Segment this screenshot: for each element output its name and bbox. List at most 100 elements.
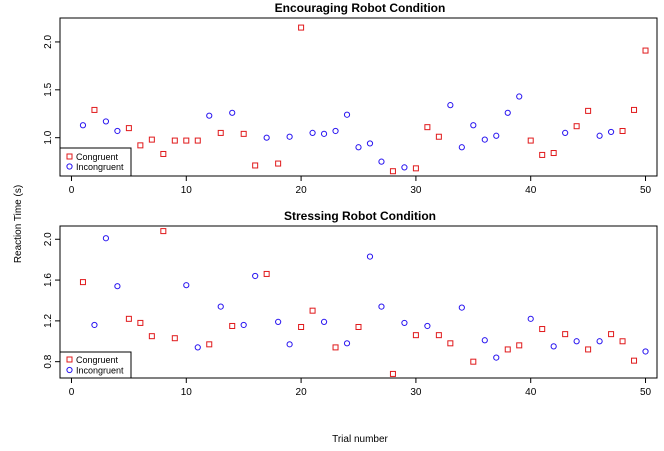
stressing-y-tick-label: 0.8 (43, 354, 54, 368)
encouraging-congruent-point (125, 125, 132, 132)
stressing-congruent-point (171, 335, 178, 342)
stressing-x-tick-label: 20 (296, 387, 308, 398)
encouraging-congruent-point (171, 137, 178, 144)
stressing-x-tick-label: 0 (69, 387, 75, 398)
encouraging-x-tick-label: 0 (69, 185, 75, 196)
encouraging-congruent-point (527, 137, 534, 144)
x-axis-label: Trial number (332, 434, 388, 445)
stressing-incongruent-point (527, 315, 534, 322)
encouraging-congruent-point (585, 107, 592, 114)
stressing-incongruent-point (596, 338, 603, 345)
encouraging-incongruent-point (378, 158, 385, 165)
stressing-legend-incongruent-marker (66, 366, 73, 374)
encouraging-incongruent-point (320, 130, 328, 137)
encouraging-congruent-point (240, 130, 247, 137)
stressing-incongruent-point (481, 337, 488, 344)
encouraging-congruent-point (424, 124, 431, 131)
encouraging-panel: Encouraging Robot Condition 0 10 20 30 40 50 … (43, 1, 658, 196)
encouraging-x-tick-label: 30 (410, 185, 422, 196)
stressing-incongruent-point (286, 341, 293, 348)
encouraging-legend-incongruent-label: Incongruent (76, 162, 124, 172)
encouraging-incongruent-point (596, 132, 603, 139)
stressing-y-tick-label: 1.6 (43, 273, 54, 287)
encouraging-incongruent-point (493, 132, 500, 139)
stressing-congruent-point (332, 344, 339, 351)
stressing-congruent-point (470, 358, 477, 365)
encouraging-incongruent-point (309, 129, 316, 137)
stressing-y-tick-label: 1.2 (43, 313, 54, 327)
stressing-congruent-point (619, 338, 626, 345)
encouraging-incongruent-point (481, 136, 488, 143)
stressing-incongruent-point (91, 321, 98, 329)
stressing-congruent-point (298, 323, 305, 330)
stressing-x-axis: 0 10 20 30 40 50 (69, 378, 652, 398)
stressing-incongruent-point (194, 344, 201, 351)
stressing-panel: Stressing Robot Condition 0 10 20 30 40 50 0.… (43, 209, 658, 398)
encouraging-incongruent-point (332, 127, 339, 135)
encouraging-congruent-point (217, 129, 224, 136)
encouraging-incongruent-point (114, 127, 121, 135)
stressing-congruent-point (516, 342, 523, 349)
encouraging-congruent-point (435, 133, 442, 140)
encouraging-congruent-point (573, 123, 580, 130)
encouraging-incongruent-point (516, 93, 523, 100)
encouraging-x-axis: 0 10 20 30 40 50 (69, 176, 652, 196)
stressing-congruent-point (160, 228, 167, 235)
encouraging-incongruent-point (343, 111, 351, 118)
encouraging-congruent-point (137, 142, 144, 149)
stressing-x-tick-label: 40 (525, 387, 537, 398)
encouraging-panel-title: Encouraging Robot Condition (275, 1, 446, 15)
encouraging-congruent-point (389, 168, 396, 175)
encouraging-congruent-point (619, 127, 626, 134)
stressing-legend: Congruent Incongruent (59, 351, 132, 379)
encouraging-y-tick-label: 2.0 (43, 35, 54, 49)
encouraging-incongruent-point (562, 129, 569, 137)
encouraging-incongruent-point (286, 133, 293, 140)
stressing-congruent-point (562, 331, 569, 338)
stressing-congruent-point (309, 307, 316, 314)
encouraging-incongruent-point (447, 102, 454, 109)
stressing-x-tick-label: 30 (410, 387, 422, 398)
encouraging-legend-congruent-marker (66, 153, 73, 160)
encouraging-legend: Congruent Incongruent (59, 147, 132, 177)
encouraging-congruent-point (539, 151, 546, 158)
encouraging-legend-incongruent-marker (66, 163, 73, 170)
stressing-congruent-point (137, 319, 144, 326)
stressing-congruent-point (125, 315, 132, 322)
encouraging-incongruent-point (607, 128, 615, 136)
stressing-incongruent-point (642, 348, 649, 355)
encouraging-congruent-point (194, 137, 201, 144)
stressing-incongruent-point (217, 303, 224, 310)
stressing-incongruent-point (424, 322, 431, 330)
stressing-incongruent-point (378, 303, 385, 310)
encouraging-incongruent-point (229, 109, 236, 116)
stressing-congruent-point (435, 332, 442, 339)
encouraging-congruent-point (183, 137, 190, 144)
stressing-y-axis: 0.8 1.2 1.6 2.0 (43, 232, 60, 369)
encouraging-y-tick-label: 1.0 (43, 130, 54, 144)
stressing-incongruent-point (275, 318, 282, 325)
encouraging-incongruent-point (263, 134, 270, 141)
encouraging-congruent-point (91, 106, 98, 113)
encouraging-incongruent-point (470, 122, 477, 129)
stressing-plot-frame (59, 225, 658, 379)
encouraging-x-tick-label: 40 (525, 185, 537, 196)
encouraging-congruent-point (298, 24, 305, 31)
stressing-legend-box (59, 351, 132, 379)
stressing-legend-congruent-marker (66, 356, 73, 363)
stressing-legend-congruent-label: Congruent (76, 355, 119, 365)
stressing-congruent-point (206, 341, 213, 348)
encouraging-legend-box (59, 147, 132, 177)
y-axis-label: Reaction Time (s) (13, 185, 24, 263)
stressing-incongruent-point (401, 319, 408, 327)
stressing-incongruent-point (573, 338, 580, 345)
encouraging-congruent-point (631, 106, 638, 113)
stressing-congruent-point (355, 323, 362, 330)
stressing-incongruent-point (240, 321, 247, 329)
stressing-congruent-point (539, 326, 546, 333)
stressing-congruent-point (263, 270, 270, 277)
stressing-congruent-point (148, 333, 155, 340)
encouraging-plot-frame (59, 17, 658, 177)
stressing-congruent-point (79, 279, 86, 286)
